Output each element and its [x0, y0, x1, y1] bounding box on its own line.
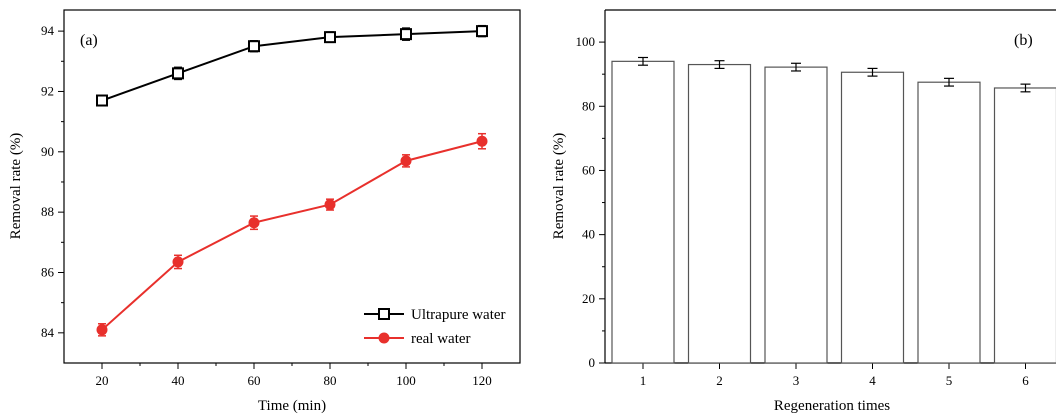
panel-a-x-tick-label: 20 — [96, 373, 109, 388]
panel-b-x-axis-title: Regeneration times — [774, 398, 890, 414]
data-point-ultrapure-water — [248, 40, 260, 53]
panel-b-x-tick-label: 3 — [793, 373, 800, 388]
panel-b-x-tick-label: 4 — [869, 373, 876, 388]
panel-b-y-tick-label: 20 — [582, 291, 595, 306]
panel-b-x-tick-label: 2 — [716, 373, 723, 388]
panel-b-x-tick-label: 5 — [946, 373, 953, 388]
data-point-ultrapure-water — [172, 67, 184, 80]
panel-b-bar-chart: (b) Regeneration times Removal rate (%) … — [551, 9, 1056, 414]
panel-b-y-tick-label: 40 — [582, 227, 595, 242]
panel-b-y-tick-label: 60 — [582, 162, 595, 177]
bar-regeneration-6 — [993, 87, 1056, 364]
legend-label-real-water: real water — [411, 331, 471, 347]
data-point-ultrapure-water — [324, 31, 336, 44]
legend-swatch-real-marker — [378, 332, 390, 344]
panel-a-x-tick-label: 60 — [248, 373, 261, 388]
bar-regeneration-3 — [764, 66, 828, 364]
bar-regeneration-2 — [687, 63, 752, 364]
panel-b-x-tick-label: 6 — [1022, 373, 1029, 388]
data-point-real-water — [324, 199, 336, 211]
panel-a-legend: Ultrapure water real water — [364, 307, 506, 347]
panel-a-label: (a) — [80, 32, 98, 49]
panel-a-ticks: 20 40 60 80 100 120 84 86 88 90 92 94 — [41, 23, 492, 388]
panel-a-y-tick-label: 88 — [41, 204, 54, 219]
panel-b-label: (b) — [1014, 32, 1033, 49]
data-point-ultrapure-water — [96, 94, 108, 107]
panel-a-y-tick-label: 86 — [41, 264, 55, 279]
panel-a-y-tick-label: 84 — [41, 325, 55, 340]
panel-a-y-tick-label: 90 — [41, 144, 54, 159]
panel-a-series — [96, 24, 488, 337]
bar-regeneration-4 — [840, 71, 905, 364]
data-point-real-water — [400, 155, 412, 167]
panel-b-bars — [611, 56, 1056, 364]
panel-b-y-tick-label: 80 — [582, 98, 595, 113]
panel-a-line-chart: (a) Time (min) Removal rate (%) 20 40 60 80… — [8, 9, 521, 414]
legend-swatch-ultrapure-marker — [378, 308, 390, 320]
panel-a-x-tick-label: 100 — [396, 373, 416, 388]
panel-a-y-axis-title: Removal rate (%) — [8, 133, 24, 240]
data-point-ultrapure-water — [400, 28, 412, 41]
panel-a-x-tick-label: 120 — [472, 373, 492, 388]
panel-a-y-tick-label: 94 — [41, 23, 55, 38]
panel-b-y-tick-label: 0 — [589, 355, 596, 370]
panel-b-y-axis-title: Removal rate (%) — [551, 133, 567, 240]
panel-a-x-tick-label: 40 — [172, 373, 185, 388]
panel-a-x-tick-label: 80 — [324, 373, 337, 388]
bar-regeneration-5 — [917, 81, 981, 364]
panel-b-x-tick-label: 1 — [640, 373, 647, 388]
data-point-ultrapure-water — [476, 25, 488, 38]
legend-label-ultrapure-water: Ultrapure water — [411, 307, 506, 323]
data-point-real-water — [96, 324, 108, 336]
panel-b-y-tick-label: 100 — [576, 34, 596, 49]
panel-a-x-axis-title: Time (min) — [258, 398, 326, 414]
series-line-ultrapure-water — [101, 30, 483, 102]
bar-regeneration-1 — [611, 60, 675, 364]
series-line-real-water — [101, 140, 483, 331]
panel-b-ticks: 0 20 40 60 80 100 1 2 3 4 5 6 — [576, 34, 1030, 388]
data-point-real-water — [248, 217, 260, 229]
panel-a-y-tick-label: 92 — [41, 83, 54, 98]
data-point-real-water — [476, 135, 488, 147]
data-point-real-water — [172, 256, 184, 268]
